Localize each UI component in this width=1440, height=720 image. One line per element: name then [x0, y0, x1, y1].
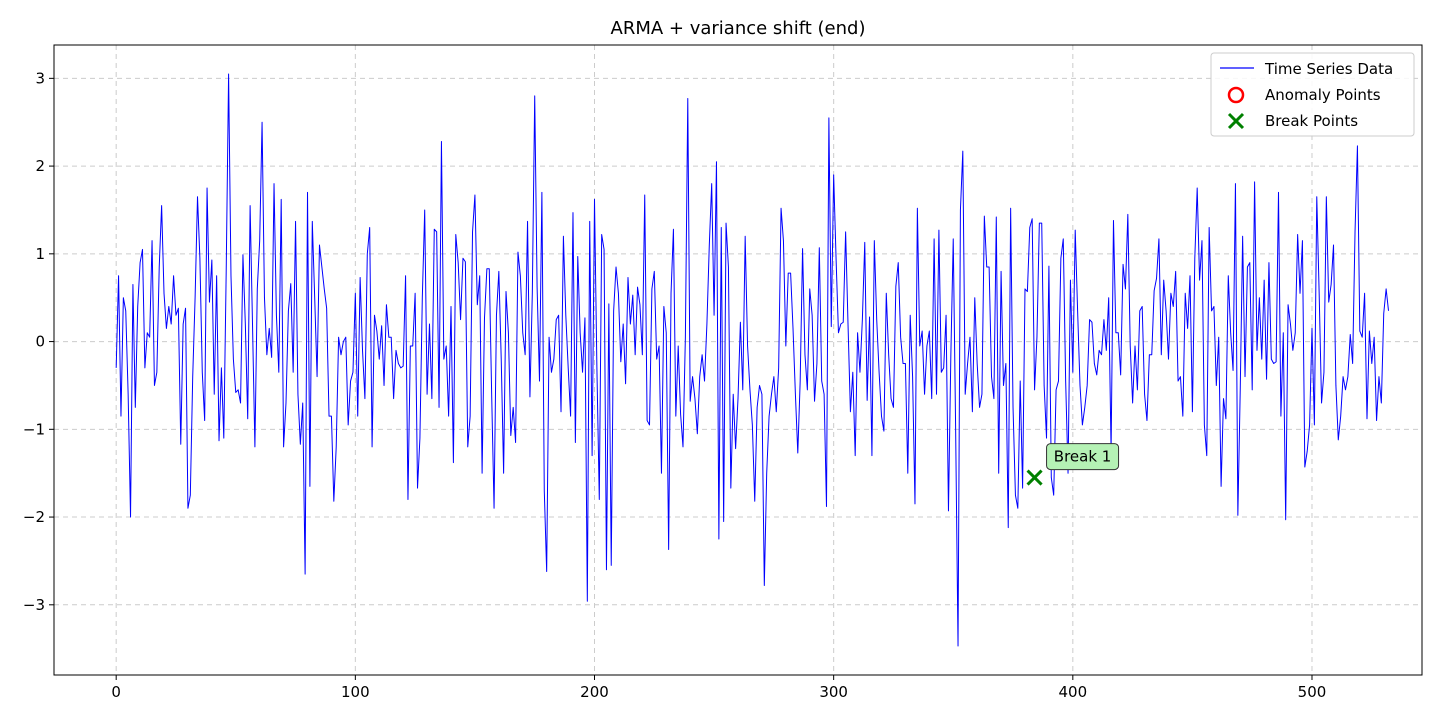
- series-line-time-series: [115, 73, 1390, 647]
- break-annotation-label: Break 1: [1054, 448, 1112, 466]
- legend-anomaly-marker: [1227, 86, 1245, 104]
- legend: Time Series Data Anomaly Points Break Po…: [1210, 52, 1415, 137]
- chart-title: ARMA + variance shift (end): [611, 18, 866, 39]
- y-tick-label: −1: [23, 420, 45, 438]
- y-tick-label: −3: [23, 596, 45, 614]
- y-tick-label: 0: [35, 333, 45, 351]
- break-point-marker: [1026, 469, 1043, 486]
- y-tick-label: −2: [23, 508, 45, 526]
- legend-break-marker: [1227, 112, 1245, 130]
- axes: 0 100 200 300 400 500 −3 −2 −1 0 1 2 3: [23, 69, 1326, 701]
- x-tick-label: 200: [580, 683, 609, 701]
- marker-layer: Break 1: [1026, 443, 1120, 486]
- x-tick-label: 400: [1059, 683, 1088, 701]
- y-tick-label: 2: [35, 157, 45, 175]
- series-layer: [115, 73, 1390, 647]
- x-tick-label: 500: [1298, 683, 1327, 701]
- legend-box: [1210, 52, 1415, 137]
- legend-label-series: Time Series Data: [1264, 60, 1393, 78]
- y-tick-label: 1: [35, 245, 45, 263]
- plot-frame: [53, 44, 1423, 676]
- legend-label-anomaly: Anomaly Points: [1265, 86, 1381, 104]
- x-tick-label: 300: [819, 683, 848, 701]
- x-tick-label: 100: [341, 683, 370, 701]
- x-tick-label: 0: [111, 683, 121, 701]
- legend-label-break: Break Points: [1265, 112, 1358, 130]
- break-annotation-box: [1046, 443, 1120, 471]
- y-tick-label: 3: [35, 69, 45, 87]
